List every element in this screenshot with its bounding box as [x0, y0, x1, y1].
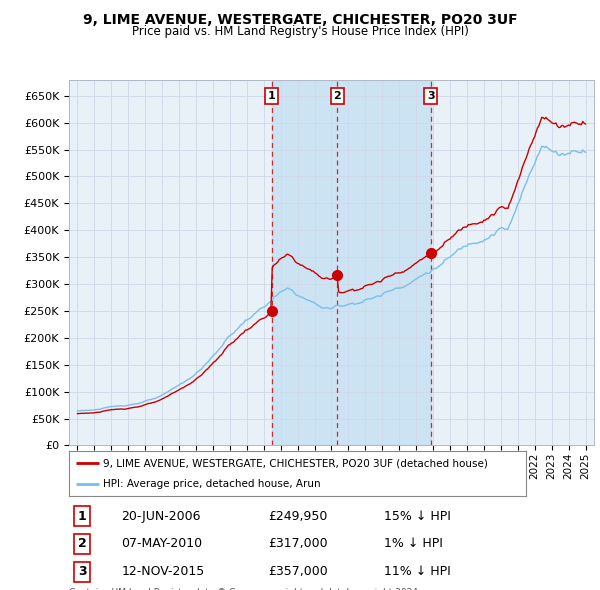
Bar — [272, 80, 431, 445]
Text: 20-JUN-2006: 20-JUN-2006 — [121, 510, 201, 523]
Text: Price paid vs. HM Land Registry's House Price Index (HPI): Price paid vs. HM Land Registry's House … — [131, 25, 469, 38]
Text: 3: 3 — [427, 91, 434, 101]
Text: £249,950: £249,950 — [269, 510, 328, 523]
Text: 9, LIME AVENUE, WESTERGATE, CHICHESTER, PO20 3UF: 9, LIME AVENUE, WESTERGATE, CHICHESTER, … — [83, 13, 517, 27]
Text: 2: 2 — [334, 91, 341, 101]
Text: 15% ↓ HPI: 15% ↓ HPI — [384, 510, 451, 523]
Text: 3: 3 — [78, 565, 86, 578]
Text: HPI: Average price, detached house, Arun: HPI: Average price, detached house, Arun — [103, 478, 321, 489]
Text: £357,000: £357,000 — [269, 565, 328, 578]
Text: 12-NOV-2015: 12-NOV-2015 — [121, 565, 205, 578]
Text: £317,000: £317,000 — [269, 537, 328, 550]
Text: 11% ↓ HPI: 11% ↓ HPI — [384, 565, 451, 578]
Text: 1% ↓ HPI: 1% ↓ HPI — [384, 537, 443, 550]
Text: 2: 2 — [78, 537, 86, 550]
Text: 07-MAY-2010: 07-MAY-2010 — [121, 537, 203, 550]
Text: 1: 1 — [78, 510, 86, 523]
Text: 9, LIME AVENUE, WESTERGATE, CHICHESTER, PO20 3UF (detached house): 9, LIME AVENUE, WESTERGATE, CHICHESTER, … — [103, 458, 488, 468]
Text: Contains HM Land Registry data © Crown copyright and database right 2024.
This d: Contains HM Land Registry data © Crown c… — [69, 588, 421, 590]
Text: 1: 1 — [268, 91, 275, 101]
